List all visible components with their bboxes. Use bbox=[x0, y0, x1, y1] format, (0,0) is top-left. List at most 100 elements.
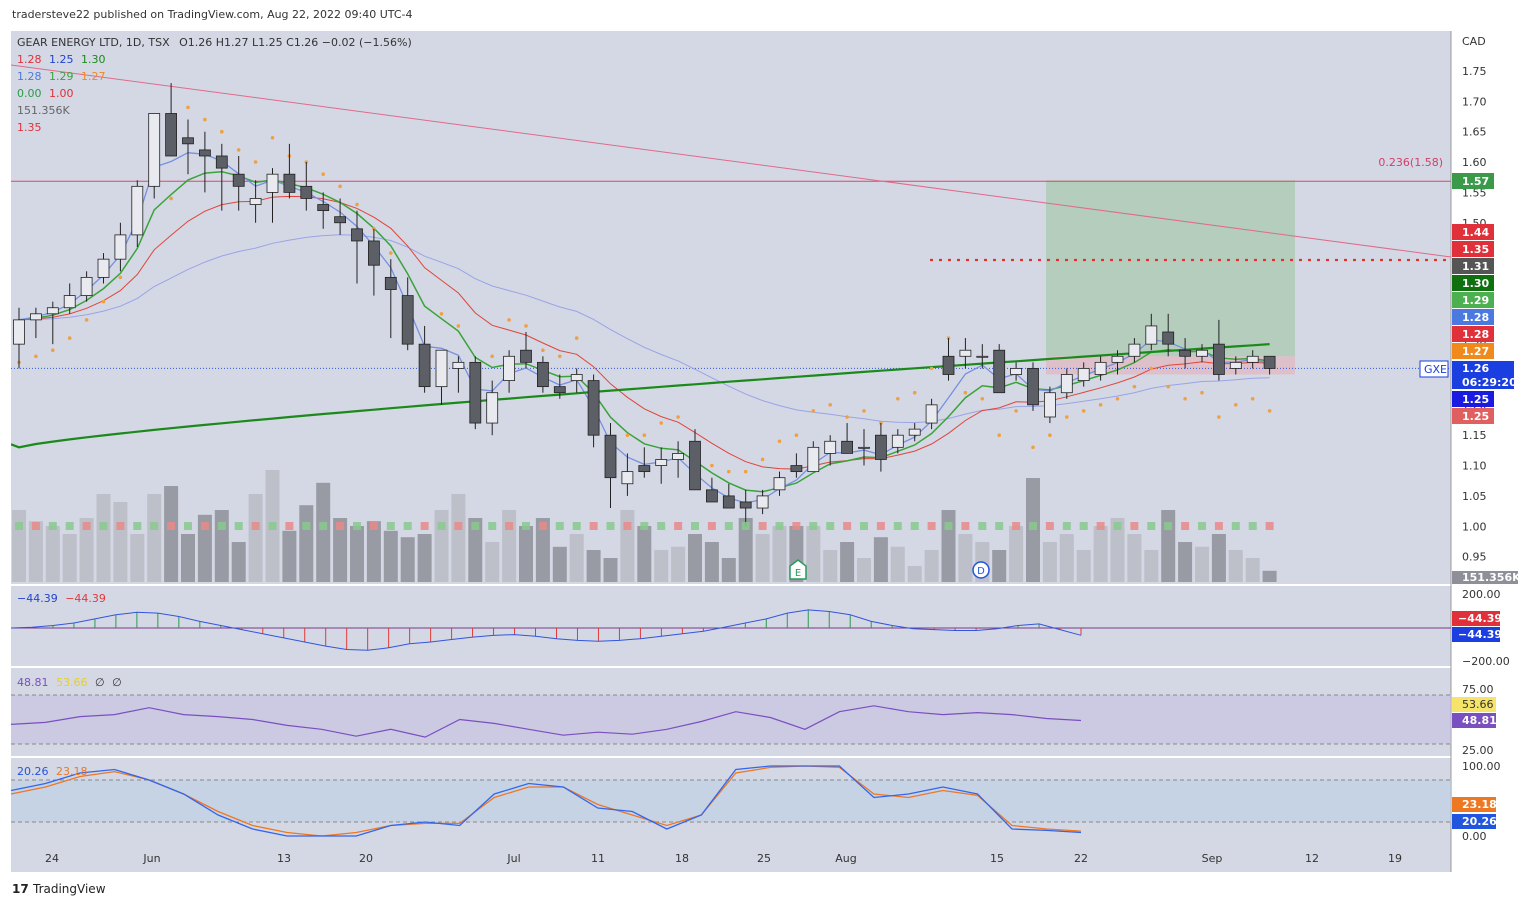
signal-square bbox=[1147, 522, 1156, 530]
macd-tick: 200.00 bbox=[1462, 588, 1501, 601]
sar-dot bbox=[1217, 415, 1221, 419]
sar-dot bbox=[558, 354, 562, 359]
volume-bar bbox=[451, 494, 466, 582]
rsi-tick: 75.00 bbox=[1462, 683, 1494, 696]
macd-tag bbox=[1452, 627, 1500, 642]
macd-tag-label: −44.39 bbox=[1458, 612, 1502, 625]
volume-bar bbox=[1110, 518, 1125, 582]
rsi-plot bbox=[10, 705, 1082, 738]
countdown-label: 06:29:20 bbox=[1462, 376, 1517, 389]
candle-body bbox=[334, 216, 347, 224]
publisher-line: tradersteve22 published on TradingView.c… bbox=[12, 8, 413, 21]
sar-dot bbox=[1031, 445, 1035, 450]
price-tag-label: 1.31 bbox=[1462, 260, 1489, 273]
sar-dot bbox=[118, 275, 123, 280]
candle-body bbox=[63, 295, 76, 309]
time-axis[interactable]: 24 Jun 13 20 Jul 11 18 25 Aug 15 22 Sep 12 19 bbox=[45, 852, 1402, 865]
signal-square bbox=[1113, 522, 1122, 530]
sar-dot bbox=[743, 469, 748, 474]
currency-label: CAD bbox=[1462, 35, 1486, 48]
rsi-tag bbox=[1452, 713, 1496, 728]
macd-tick: −200.00 bbox=[1462, 655, 1510, 668]
signal-square bbox=[826, 522, 835, 530]
svg-text:1.28 1.25 1.30: 1.28 1.25 1.30 bbox=[17, 53, 106, 66]
signal-square bbox=[538, 522, 547, 530]
candle-body bbox=[790, 465, 803, 473]
signal-square bbox=[893, 522, 902, 530]
candle-body bbox=[672, 453, 684, 460]
sar-dot bbox=[777, 439, 782, 444]
signal-square bbox=[150, 522, 159, 530]
signal-square bbox=[674, 522, 683, 530]
signal-square bbox=[555, 522, 564, 530]
price-tag-label: 1.25 bbox=[1462, 393, 1489, 406]
sar-dot bbox=[67, 336, 72, 340]
price-tag-label: 1.28 bbox=[1462, 311, 1489, 324]
svg-text:0.00 1.00: 0.00 1.00 bbox=[17, 87, 74, 100]
candle-body bbox=[300, 185, 313, 199]
candle-body bbox=[993, 349, 1006, 394]
volume-bar bbox=[164, 486, 179, 582]
signal-square bbox=[640, 522, 649, 530]
candle-body bbox=[925, 404, 938, 424]
volume-bar bbox=[282, 530, 297, 582]
symbol-tag bbox=[1419, 360, 1449, 378]
sar-dot bbox=[1267, 409, 1272, 413]
price-tag-label: 1.57 bbox=[1462, 175, 1489, 188]
candle-body bbox=[858, 446, 870, 449]
volume-bar bbox=[147, 494, 162, 582]
candle-body bbox=[1060, 374, 1073, 394]
signal-square bbox=[775, 522, 784, 530]
time-tick-label: 11 bbox=[591, 852, 605, 865]
signal-square bbox=[1096, 522, 1105, 530]
logo-mark: 17 bbox=[12, 882, 29, 896]
volume-bar bbox=[603, 558, 618, 582]
candle-body bbox=[1077, 368, 1090, 381]
tradingview-logo[interactable]: 17 TradingView bbox=[12, 882, 106, 896]
profit-zone bbox=[1046, 180, 1295, 357]
candle-body bbox=[1179, 349, 1191, 357]
volume-bar bbox=[924, 550, 939, 582]
sar-dot bbox=[1166, 384, 1170, 389]
time-tick-label: Aug bbox=[835, 852, 856, 865]
volume-bar bbox=[1144, 550, 1159, 582]
signal-square bbox=[809, 522, 818, 530]
signal-square bbox=[251, 522, 260, 530]
candle-body bbox=[1094, 361, 1107, 375]
time-tick-label: 19 bbox=[1388, 852, 1402, 865]
sar-dot bbox=[34, 354, 38, 359]
signal-square bbox=[1164, 522, 1173, 530]
candle-body bbox=[418, 343, 431, 388]
sar-dot bbox=[727, 469, 731, 474]
rsi-tag bbox=[1452, 697, 1496, 712]
candle-body bbox=[706, 489, 718, 503]
stoch-legend: 20.26 23.18 bbox=[17, 765, 88, 778]
volume-bar bbox=[890, 546, 905, 582]
signal-square bbox=[1181, 522, 1190, 530]
volume-bar bbox=[1195, 546, 1209, 582]
earnings-marker[interactable]: E bbox=[789, 559, 807, 580]
signal-square bbox=[1012, 522, 1021, 530]
sar-dot bbox=[456, 324, 461, 328]
rsi-band bbox=[11, 695, 1451, 744]
sar-dot bbox=[963, 390, 968, 395]
sar-dot bbox=[794, 433, 799, 438]
price-tag-label: 1.27 bbox=[1462, 345, 1489, 358]
sar-dot bbox=[1149, 366, 1154, 371]
sar-dot bbox=[1065, 415, 1069, 419]
candle-body bbox=[773, 477, 786, 491]
main-pane[interactable] bbox=[11, 31, 1451, 584]
signal-square bbox=[82, 522, 91, 530]
dividend-marker[interactable]: D bbox=[972, 561, 990, 579]
volume-bar bbox=[552, 546, 567, 582]
sar-dot bbox=[507, 318, 511, 322]
signal-square bbox=[268, 522, 277, 530]
price-tick-label: 0.95 bbox=[1462, 551, 1487, 564]
volume-bar bbox=[400, 537, 415, 582]
main-legend: GEAR ENERGY LTD, 1D, TSX O1.26 H1.27 L1.… bbox=[17, 36, 412, 134]
price-axis[interactable]: CAD1.751.701.651.601.551.501.451.401.351… bbox=[1419, 35, 1521, 843]
candles[interactable] bbox=[13, 83, 1276, 527]
signal-square bbox=[133, 522, 142, 530]
volume-bar bbox=[857, 558, 871, 582]
